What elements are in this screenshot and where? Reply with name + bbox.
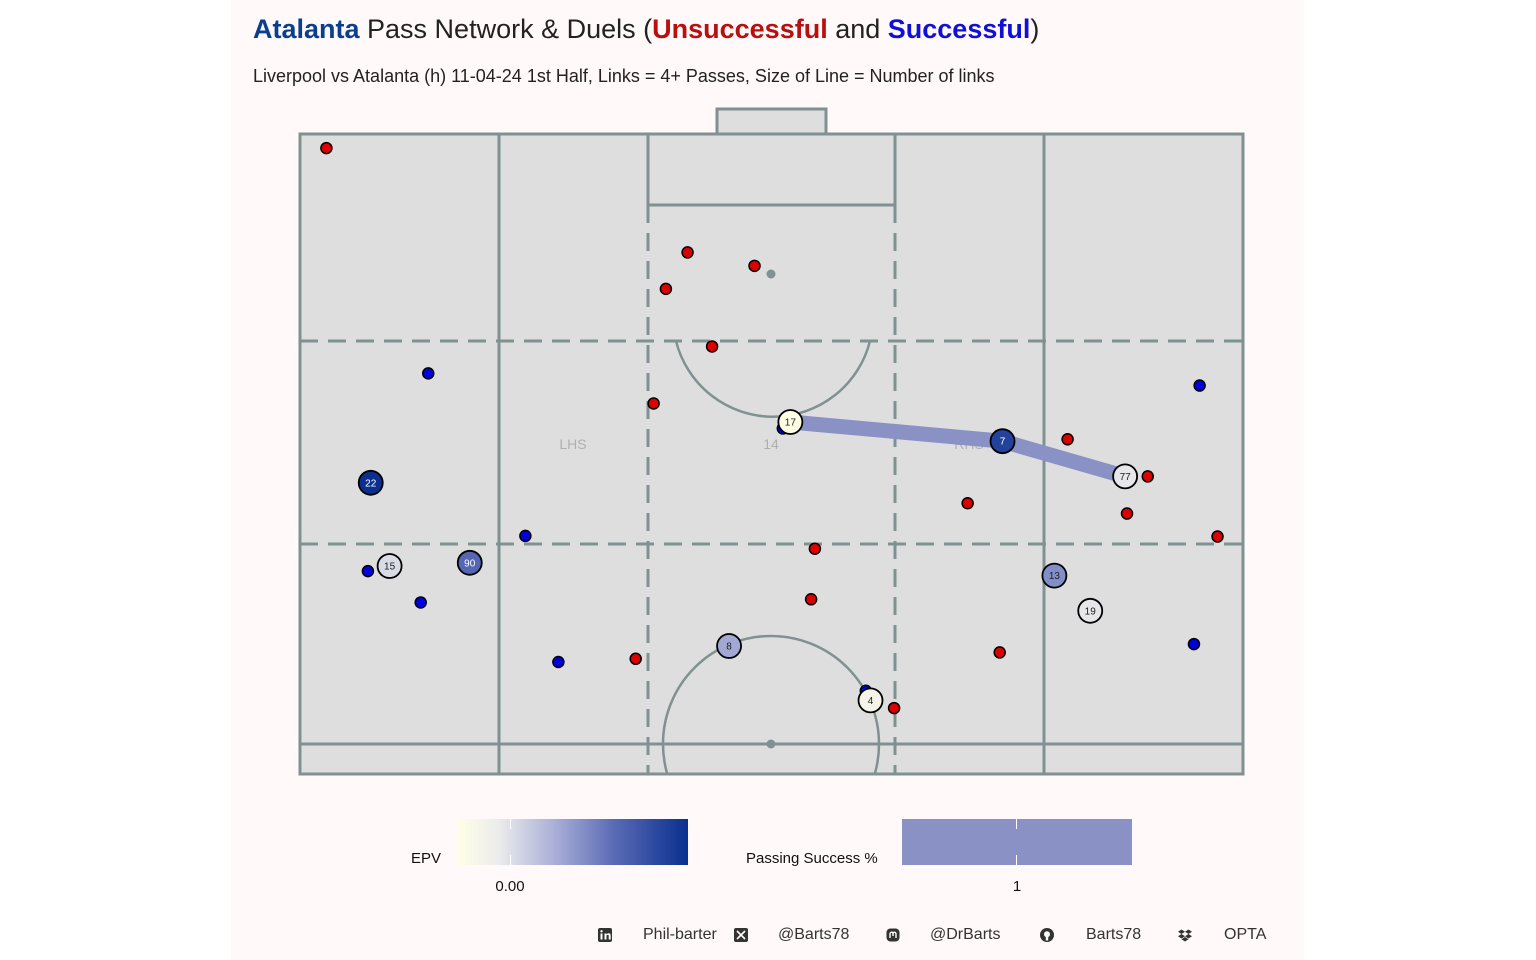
successful-duel-point: [1187, 637, 1201, 651]
linkedin-icon: [598, 928, 612, 942]
player-label-17: 17: [785, 418, 797, 429]
successful-duel-point: [361, 564, 375, 578]
unsuccessful-duel-point: [647, 397, 660, 410]
successful-duel-point: [414, 596, 427, 609]
player-node-19: [1077, 597, 1104, 624]
player-node-13: [1041, 562, 1068, 589]
unsuccessful-duel-point: [961, 497, 974, 510]
player-label-22: 22: [365, 478, 377, 489]
player-node-90: [456, 549, 483, 576]
player-node-22: [357, 469, 384, 496]
unsuccessful-duel-point: [629, 652, 642, 666]
player-label-90: 90: [464, 558, 476, 569]
player-node-77: [1112, 463, 1139, 490]
player-label-19: 19: [1085, 606, 1097, 617]
x-icon: [734, 928, 748, 942]
unsuccessful-duel-point: [705, 340, 719, 353]
footer-source: OPTA: [1224, 926, 1267, 943]
player-label-13: 13: [1049, 571, 1061, 582]
pitch-lines: [300, 134, 1243, 774]
successful-duel-point: [1193, 379, 1206, 392]
player-node-8: [716, 633, 742, 659]
player-node-15: [376, 553, 403, 579]
pass-legend-tick: 1: [1012, 878, 1022, 895]
pitch-surface: [300, 134, 1243, 774]
unsuccessful-duel-point: [887, 701, 901, 715]
player-label-7: 7: [1000, 437, 1006, 448]
pass-legend-label: Passing Success %: [746, 850, 878, 867]
footer-linkedin: Phil-barter: [643, 926, 717, 943]
player-label-4: 4: [868, 696, 874, 707]
unsuccessful-duel-point: [320, 141, 333, 155]
player-label-8: 8: [726, 642, 732, 653]
unsuccessful-duel-point: [993, 646, 1006, 659]
unsuccessful-duel-point: [659, 282, 673, 296]
unsuccessful-duel-point: [748, 259, 761, 273]
zone-label: LHS: [559, 436, 586, 452]
epv-legend-label: EPV: [411, 850, 442, 867]
player-node-7: [989, 428, 1016, 455]
player-label-15: 15: [384, 562, 396, 573]
goal: [715, 107, 828, 136]
pass-success-bar: [902, 819, 1132, 865]
unsuccessful-duel-point: [1120, 507, 1134, 520]
successful-duel-point: [421, 367, 435, 380]
footer-x: @Barts78: [778, 926, 850, 943]
pitch-border: [298, 132, 1245, 776]
footer-mastodon: @DrBarts: [930, 926, 1001, 943]
unsuccessful-duel-point: [808, 542, 822, 555]
centre-spot: [766, 739, 776, 749]
github-icon: [1040, 928, 1054, 942]
dropbox-icon: [1178, 929, 1192, 942]
centre-circle: [661, 634, 881, 774]
player-node-17: [777, 409, 804, 435]
successful-duel-point: [552, 655, 565, 669]
successful-duel-point: [519, 529, 532, 543]
chart-title: Atalanta Pass Network & Duels (Unsuccess…: [253, 14, 1040, 44]
zone-label: 14: [763, 436, 779, 452]
epv-legend-tick: 0.00: [495, 878, 525, 895]
player-label-77: 77: [1120, 472, 1132, 483]
footer-github: Barts78: [1086, 926, 1142, 943]
unsuccessful-duel-point: [1211, 530, 1224, 543]
unsuccessful-duel-point: [804, 593, 818, 606]
epv-colorbar: [457, 819, 688, 865]
chart-subtitle: Liverpool vs Atalanta (h) 11-04-24 1st H…: [253, 66, 995, 86]
penalty-spot: [766, 269, 776, 279]
footer: Phil-barter @Barts78 @DrBarts Barts78 OP…: [590, 926, 1290, 946]
unsuccessful-duel-point: [681, 246, 694, 259]
penalty-arc: [674, 340, 872, 418]
mastodon-icon: [886, 928, 900, 942]
unsuccessful-duel-point: [1141, 470, 1155, 483]
player-node-4: [857, 687, 884, 714]
unsuccessful-duel-point: [1061, 433, 1074, 446]
